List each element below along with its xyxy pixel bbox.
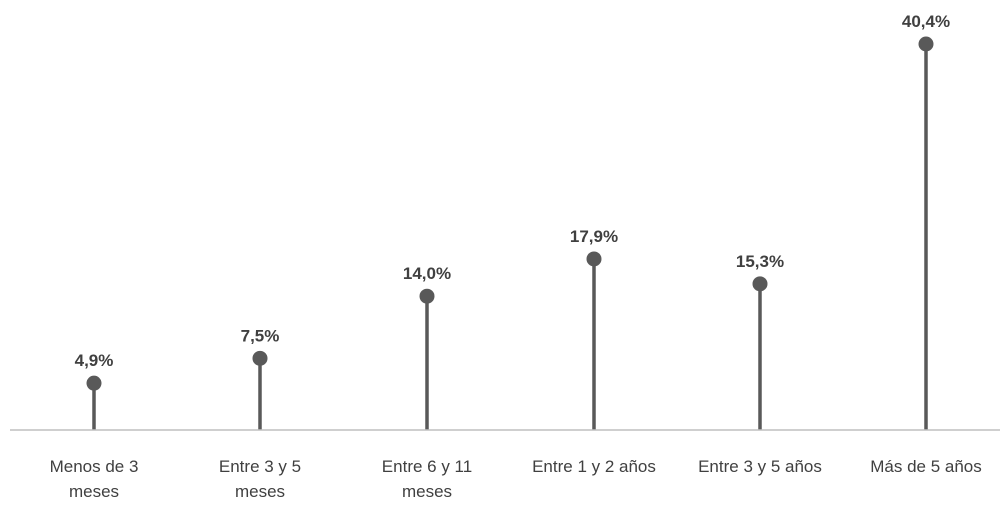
category-label-2: Entre 3 y 5 meses <box>219 457 301 501</box>
data-label-5: 15,3% <box>736 252 784 271</box>
lollipop-marker-1 <box>86 375 102 391</box>
category-labels: Menos de 3 meses Entre 3 y 5 meses Entre 6 y… <box>50 457 982 501</box>
data-label-1: 4,9% <box>75 351 114 370</box>
category-label-1: Menos de 3 meses <box>50 457 139 501</box>
data-label-6: 40,4% <box>902 12 950 31</box>
category-label-4: Entre 1 y 2 años <box>532 457 656 476</box>
chart-marks: 4,9% 7,5% 14,0% 17,9% 15,3% 40,4% <box>75 12 950 430</box>
lollipop-marker-4 <box>586 251 602 267</box>
lollipop-marker-2 <box>252 350 268 366</box>
category-label-3: Entre 6 y 11 meses <box>382 457 472 501</box>
category-label-5: Entre 3 y 5 años <box>698 457 822 476</box>
lollipop-marker-3 <box>419 288 435 304</box>
lollipop-marker-6 <box>918 36 934 52</box>
category-label-6: Más de 5 años <box>870 457 982 476</box>
data-label-2: 7,5% <box>241 326 280 345</box>
data-label-4: 17,9% <box>570 227 618 246</box>
lollipop-marker-5 <box>752 276 768 292</box>
data-label-3: 14,0% <box>403 264 451 283</box>
